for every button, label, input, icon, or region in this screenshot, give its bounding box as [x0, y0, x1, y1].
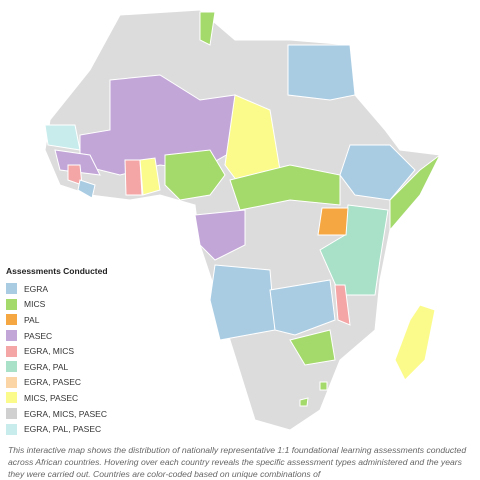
country[interactable]	[299, 397, 309, 407]
caption: This interactive map shows the distribut…	[8, 445, 467, 479]
legend: Assessments Conducted EGRA MICS PAL PASEC EG…	[6, 266, 108, 437]
country[interactable]	[289, 329, 336, 366]
legend-item: EGRA	[6, 281, 108, 297]
legend-item: PAL	[6, 312, 108, 328]
legend-swatch	[6, 330, 17, 342]
legend-item: EGRA, MICS	[6, 343, 108, 359]
legend-item: EGRA, PAL	[6, 359, 108, 375]
legend-label: EGRA, PAL, PASEC	[24, 424, 102, 435]
country[interactable]	[77, 179, 96, 199]
legend-item: EGRA, MICS, PASEC	[6, 406, 108, 422]
country[interactable]	[199, 11, 216, 46]
legend-item: EGRA, PAL, PASEC	[6, 421, 108, 437]
legend-swatch	[6, 392, 17, 404]
country[interactable]	[334, 284, 351, 326]
country[interactable]	[124, 159, 143, 196]
legend-label: PAL	[24, 314, 40, 325]
legend-swatch	[6, 408, 17, 420]
legend-items: EGRA MICS PAL PASEC EGRA, MICS EGRA, PAL EGRA,…	[6, 281, 108, 437]
country[interactable]	[389, 154, 441, 232]
legend-swatch	[6, 298, 17, 310]
country[interactable]	[394, 304, 436, 381]
legend-item: EGRA, PASEC	[6, 375, 108, 391]
legend-label: MICS	[24, 299, 46, 310]
legend-label: EGRA, MICS, PASEC	[24, 408, 107, 419]
africa-map	[44, 9, 441, 431]
legend-swatch	[6, 345, 17, 357]
country[interactable]	[287, 44, 356, 101]
legend-swatch	[6, 423, 17, 435]
legend-label: EGRA, PASEC	[24, 377, 81, 388]
legend-label: PASEC	[24, 330, 53, 341]
legend-label: EGRA	[24, 283, 49, 294]
country[interactable]	[44, 124, 81, 151]
country[interactable]	[54, 149, 101, 176]
legend-item: MICS, PASEC	[6, 390, 108, 406]
country[interactable]	[319, 204, 389, 296]
country[interactable]	[269, 279, 336, 336]
legend-label: EGRA, PAL	[24, 361, 69, 372]
country[interactable]	[317, 207, 349, 236]
legend-label: MICS, PASEC	[24, 392, 79, 403]
legend-swatch	[6, 283, 17, 295]
country[interactable]	[164, 149, 226, 201]
country[interactable]	[209, 264, 276, 341]
country[interactable]	[139, 157, 161, 196]
legend-swatch	[6, 314, 17, 326]
country[interactable]	[319, 381, 328, 391]
legend-swatch	[6, 361, 17, 373]
country[interactable]	[194, 209, 246, 261]
legend-title: Assessments Conducted	[6, 266, 108, 276]
legend-item: MICS	[6, 297, 108, 313]
legend-swatch	[6, 376, 17, 388]
legend-item: PASEC	[6, 328, 108, 344]
legend-label: EGRA, MICS	[24, 346, 75, 357]
